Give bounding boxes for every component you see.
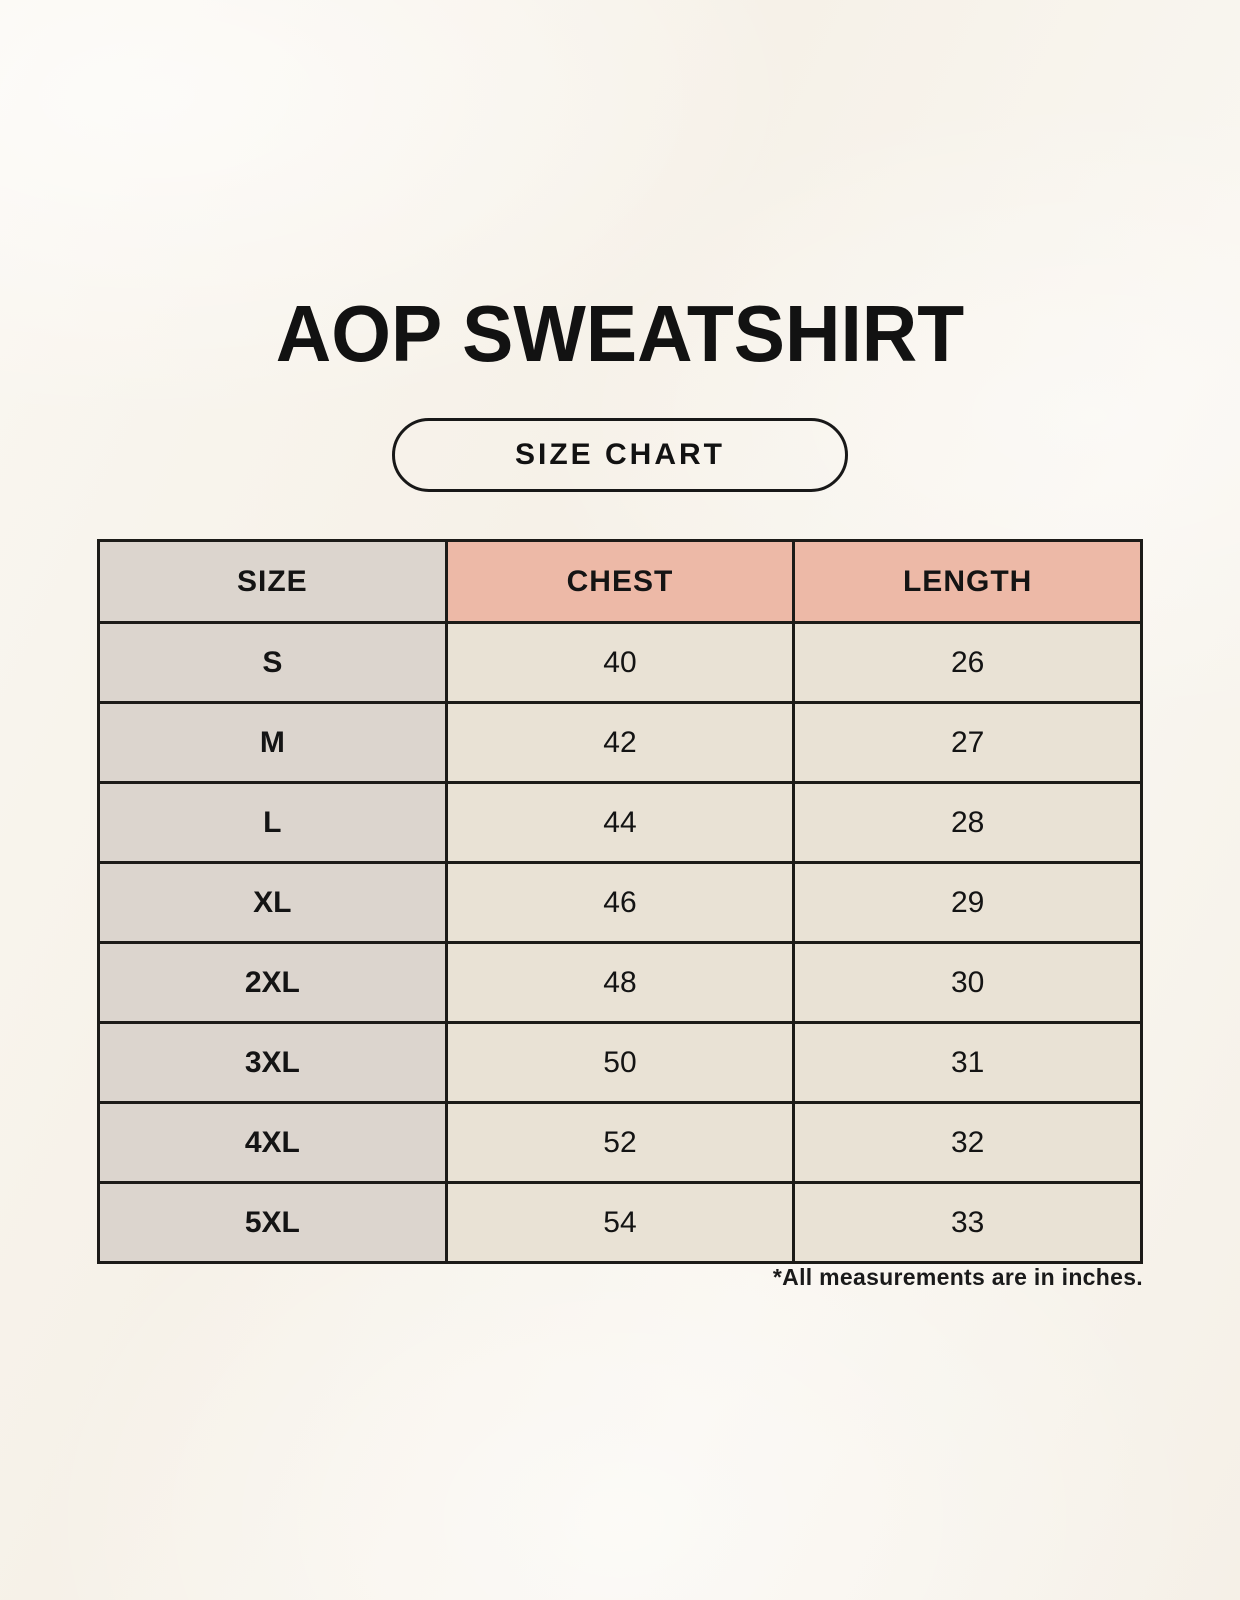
chest-cell: 52 [444,1101,796,1184]
measurement-note: *All measurements are in inches. [772,1264,1143,1290]
table-row-5xl: 5XL 54 33 [97,1181,1143,1264]
size-cell: M [97,701,448,784]
chest-cell: 46 [444,861,796,944]
chest-cell: 50 [444,1021,796,1104]
column-header-length: LENGTH [792,539,1143,624]
column-header-size: SIZE [97,539,448,624]
page-title: AOP SWEATSHIRT [275,289,965,378]
table-row-3xl: 3XL 50 31 [97,1021,1143,1104]
size-cell: 2XL [97,941,448,1024]
length-cell: 30 [792,941,1143,1024]
column-header-chest: CHEST [444,539,796,624]
chest-cell: 40 [444,621,796,704]
size-cell: 3XL [97,1021,448,1104]
table-row-2xl: 2XL 48 30 [97,941,1143,1024]
chest-cell: 54 [444,1181,796,1264]
chest-cell: 44 [444,781,796,864]
table-row-s: S 40 26 [97,621,1143,704]
length-cell: 27 [792,701,1143,784]
length-cell: 33 [792,1181,1143,1264]
table-header-row: SIZE CHEST LENGTH [97,539,1143,624]
size-cell: S [97,621,448,704]
size-chart-badge-label: SIZE CHART [515,438,725,471]
chest-cell: 42 [444,701,796,784]
size-cell: XL [97,861,448,944]
length-cell: 31 [792,1021,1143,1104]
chest-cell: 48 [444,941,796,1024]
length-cell: 32 [792,1101,1143,1184]
table-row-xl: XL 46 29 [97,861,1143,944]
size-chart-badge: SIZE CHART [392,418,848,492]
length-cell: 28 [792,781,1143,864]
size-chart-table: SIZE CHEST LENGTH S 40 26 M 42 27 L 44 28 XL 46 29 2XL… [97,539,1143,1264]
table-row-l: L 44 28 [97,781,1143,864]
size-cell: 4XL [97,1101,448,1184]
table-row-m: M 42 27 [97,701,1143,784]
size-cell: 5XL [97,1181,448,1264]
table-row-4xl: 4XL 52 32 [97,1101,1143,1184]
size-cell: L [97,781,448,864]
length-cell: 26 [792,621,1143,704]
length-cell: 29 [792,861,1143,944]
